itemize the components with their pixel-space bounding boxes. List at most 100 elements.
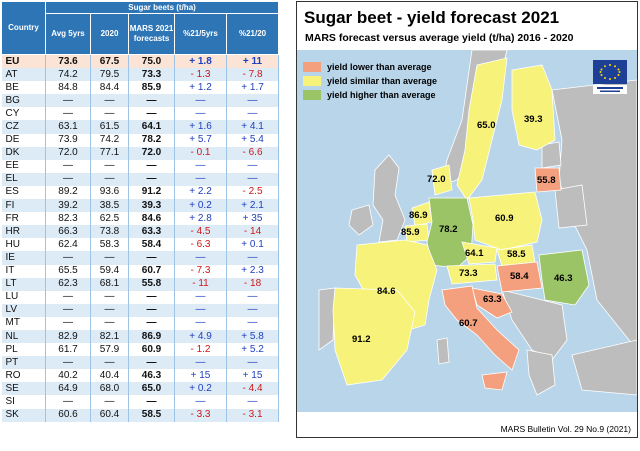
cell-2020: 77.1	[90, 146, 129, 160]
cell-avg: 84.8	[45, 81, 91, 95]
table-row: HR 66.3 73.8 63.3- 4.5- 14	[1, 225, 280, 239]
cell-pct-5yrs: - 1.2	[174, 343, 227, 357]
cell-mars: 78.2	[128, 133, 175, 147]
cell-avg: 61.7	[45, 343, 91, 357]
cell-mars: 75.0	[128, 54, 175, 69]
cell-avg: 82.3	[45, 212, 91, 226]
table-row: EE — — — — —	[1, 159, 280, 173]
cell-country: PT	[1, 356, 46, 370]
cell-country: HR	[1, 225, 46, 239]
cell-pct-20: + 2.1	[226, 199, 280, 213]
cell-pct-20: —	[226, 159, 280, 173]
table-row: LT 62.3 68.1 55.8- 11- 18	[1, 277, 280, 291]
cell-avg: 73.9	[45, 133, 91, 147]
cell-2020: 60.4	[90, 408, 129, 422]
cell-country: DE	[1, 133, 46, 147]
table-row: DK 72.0 77.1 72.0- 0.1- 6.6	[1, 146, 280, 160]
cell-country: FI	[1, 199, 46, 213]
map-value-ro: 46.3	[554, 273, 573, 284]
cell-mars: —	[128, 107, 175, 121]
cell-pct-5yrs: - 6.3	[174, 238, 227, 252]
map-subtitle: MARS forecast versus average yield (t/ha…	[305, 32, 574, 44]
cell-pct-5yrs: —	[174, 251, 227, 265]
col-pct-20: %21/20	[225, 13, 280, 55]
cell-mars: 84.6	[128, 212, 175, 226]
cell-mars: 55.8	[128, 277, 175, 291]
cell-pct-20: + 4.1	[226, 120, 280, 134]
table-row: EU 73.6 67.5 75.0 + 1.8 + 11	[1, 54, 280, 69]
legend-label-higher: yield higher than average	[327, 90, 436, 100]
cell-mars: —	[128, 290, 175, 304]
cell-2020: 74.2	[90, 133, 129, 147]
cell-country: RO	[1, 369, 46, 383]
table-row: SI — — — — —	[1, 395, 280, 409]
cell-pct-20: —	[226, 316, 280, 330]
cell-2020: —	[90, 395, 129, 409]
cell-avg: 40.2	[45, 369, 91, 383]
cell-avg: 73.6	[45, 54, 91, 69]
land-greece	[526, 349, 556, 396]
cell-pct-20: - 18	[226, 277, 280, 291]
legend-item-similar: yield similar than average	[303, 74, 463, 88]
country-dk	[431, 164, 453, 196]
cell-avg: 39.2	[45, 199, 91, 213]
country-fi	[511, 64, 556, 151]
map-value-be: 85.9	[401, 227, 420, 238]
cell-pct-5yrs: + 5.7	[174, 133, 227, 147]
cell-country: NL	[1, 329, 46, 344]
cell-pct-5yrs: + 4.9	[174, 329, 227, 344]
table-row: PL 61.7 57.9 60.9- 1.2 + 5.2	[1, 343, 280, 357]
cell-pct-20: + 15	[226, 369, 280, 383]
table-row: BG — — — — —	[1, 94, 280, 108]
cell-pct-5yrs: —	[174, 159, 227, 173]
cell-2020: 73.8	[90, 225, 129, 239]
cell-2020: 68.0	[90, 382, 129, 396]
header-group: Sugar beets (t/ha)	[44, 1, 280, 14]
cell-mars: 86.9	[128, 329, 175, 344]
cell-country: LV	[1, 303, 46, 317]
eu-flag-logo	[593, 60, 627, 94]
country-se	[456, 57, 508, 201]
map-value-pl: 60.9	[495, 213, 514, 224]
cell-2020: 59.4	[90, 264, 129, 278]
country-it	[441, 285, 520, 371]
cell-pct-5yrs: - 11	[174, 277, 227, 291]
cell-mars: —	[128, 172, 175, 186]
legend-item-lower: yield lower than average	[303, 60, 463, 74]
cell-pct-5yrs: —	[174, 172, 227, 186]
map-value-sk: 58.5	[507, 249, 526, 260]
cell-pct-5yrs: - 1.3	[174, 68, 227, 82]
cell-pct-5yrs: + 0.2	[174, 199, 227, 213]
cell-pct-5yrs: - 3.3	[174, 408, 227, 422]
cell-pct-20: —	[226, 94, 280, 108]
cell-pct-5yrs: + 1.6	[174, 120, 227, 134]
cell-mars: 58.4	[128, 238, 175, 252]
country-it-sicily	[481, 371, 508, 391]
cell-avg: 72.0	[45, 146, 91, 160]
cell-pct-5yrs: + 1.2	[174, 81, 227, 95]
cell-2020: —	[90, 316, 129, 330]
legend-swatch-lower	[303, 62, 321, 72]
cell-pct-5yrs: - 4.5	[174, 225, 227, 239]
cell-pct-20: —	[226, 303, 280, 317]
cell-pct-20: —	[226, 395, 280, 409]
cell-pct-5yrs: —	[174, 107, 227, 121]
country-hr	[471, 287, 513, 319]
cell-country: MT	[1, 316, 46, 330]
cell-mars: —	[128, 356, 175, 370]
cell-mars: 65.0	[128, 382, 175, 396]
cell-country: SI	[1, 395, 46, 409]
map-legend: yield lower than average yield similar t…	[303, 60, 463, 102]
cell-mars: 63.3	[128, 225, 175, 239]
cell-pct-5yrs: + 1.8	[174, 54, 227, 69]
map-value-it: 60.7	[459, 318, 478, 329]
cell-mars: 91.2	[128, 185, 175, 200]
map-value-de: 78.2	[439, 224, 458, 235]
cell-mars: 73.3	[128, 68, 175, 82]
cell-avg: —	[45, 159, 91, 173]
cell-pct-20: - 14	[226, 225, 280, 239]
cell-avg: 62.4	[45, 238, 91, 252]
cell-2020: —	[90, 303, 129, 317]
cell-mars: —	[128, 316, 175, 330]
cell-2020: —	[90, 94, 129, 108]
